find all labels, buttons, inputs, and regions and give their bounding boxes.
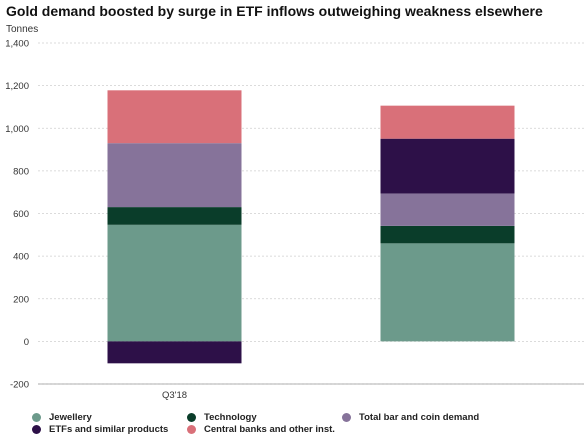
chart-title: Gold demand boosted by surge in ETF infl… <box>6 3 543 19</box>
bar-segment-jewellery <box>380 243 515 342</box>
bar-segment-jewellery <box>107 224 242 342</box>
legend-label: Central banks and other inst. <box>204 424 335 435</box>
legend-label: ETFs and similar products <box>49 424 169 435</box>
legend-swatch <box>32 425 41 434</box>
y-tick-label: 1,400 <box>5 39 29 50</box>
x-category-label: Q3'18 <box>162 390 187 401</box>
legend-item: Central banks and other inst. <box>187 424 335 435</box>
stacked-bar-chart: -200 0 200 400 600 800 1,000 1,200 1,400 Q3'18 <box>5 39 584 401</box>
y-tick-label: 0 <box>24 337 29 348</box>
y-tick-label: 800 <box>13 166 29 177</box>
y-tick-label: 200 <box>13 294 29 305</box>
bar-segment-technology <box>107 207 242 225</box>
legend-item: Jewellery <box>32 412 92 423</box>
bar-segment-technology <box>380 225 515 244</box>
bar-segment-total-bar-and-coin-demand <box>380 193 515 226</box>
bar-segment-etfs-and-similar-products <box>107 341 242 364</box>
legend-label: Jewellery <box>49 412 92 423</box>
legend-item: Total bar and coin demand <box>342 412 479 423</box>
y-axis-unit-label: Tonnes <box>6 24 39 35</box>
bar-segment-etfs-and-similar-products <box>380 138 515 194</box>
legend-item: Technology <box>187 412 257 423</box>
bar-segment-central-banks-and-other-inst <box>107 90 242 144</box>
legend-swatch <box>187 413 196 422</box>
y-tick-label: 600 <box>13 209 29 220</box>
y-tick-label: 400 <box>13 252 29 263</box>
legend-swatch <box>187 425 196 434</box>
y-tick-label: 1,200 <box>5 81 29 92</box>
legend-label: Total bar and coin demand <box>359 412 480 423</box>
legend-swatch <box>342 413 351 422</box>
bar-segment-total-bar-and-coin-demand <box>107 143 242 208</box>
legend-label: Technology <box>204 412 257 423</box>
y-tick-label: -200 <box>10 380 29 391</box>
y-tick-label: 1,000 <box>5 124 29 135</box>
legend-swatch <box>32 413 41 422</box>
legend-item: ETFs and similar products <box>32 424 168 435</box>
bar-segment-central-banks-and-other-inst <box>380 105 515 139</box>
